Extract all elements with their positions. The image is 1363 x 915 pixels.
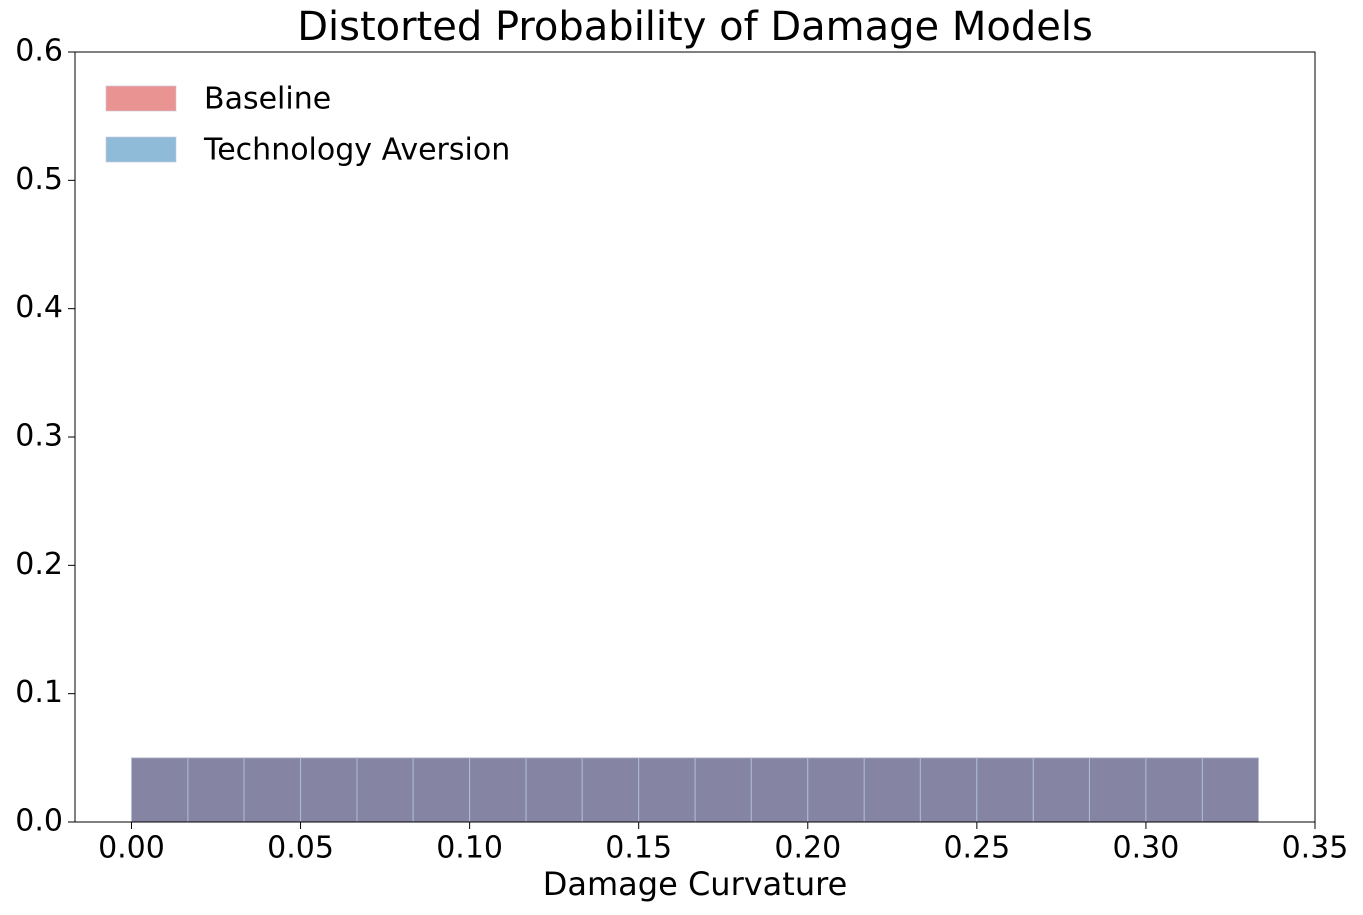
x-tick-label: 0.20 bbox=[774, 831, 841, 866]
bar bbox=[807, 757, 865, 823]
y-tick-label: 0.6 bbox=[15, 34, 63, 69]
bar bbox=[581, 757, 640, 823]
x-tick-label: 0.15 bbox=[605, 831, 672, 866]
y-tick-label: 0.4 bbox=[15, 290, 63, 325]
bar bbox=[1145, 757, 1203, 823]
chart-title: Distorted Probability of Damage Models bbox=[297, 4, 1093, 50]
legend-label: Baseline bbox=[204, 82, 331, 117]
bar bbox=[694, 757, 752, 823]
plot-frame bbox=[74, 51, 1316, 823]
bar bbox=[919, 757, 978, 823]
legend-label: Technology Aversion bbox=[203, 133, 510, 168]
y-tick-label: 0.1 bbox=[15, 675, 63, 710]
legend-swatch bbox=[105, 85, 177, 112]
bar bbox=[130, 757, 189, 823]
bar bbox=[1201, 757, 1260, 823]
y-tick-label: 0.3 bbox=[15, 419, 63, 454]
bar bbox=[1032, 757, 1090, 823]
bar bbox=[863, 757, 921, 823]
bar bbox=[525, 757, 583, 823]
y-tick-label: 0.5 bbox=[15, 162, 63, 197]
bar bbox=[300, 757, 358, 823]
y-tick-label: 0.0 bbox=[15, 804, 63, 839]
bar bbox=[412, 757, 471, 823]
x-tick-label: 0.35 bbox=[1282, 831, 1349, 866]
bar bbox=[750, 757, 809, 823]
bar bbox=[187, 757, 245, 823]
bar bbox=[638, 757, 696, 823]
bar bbox=[356, 757, 414, 823]
x-tick-label: 0.05 bbox=[267, 831, 334, 866]
bar bbox=[1088, 757, 1147, 823]
y-tick-label: 0.2 bbox=[15, 547, 63, 582]
x-axis-label: Damage Curvature bbox=[543, 865, 848, 903]
x-tick-label: 0.00 bbox=[98, 831, 165, 866]
legend-swatch bbox=[105, 136, 177, 163]
bar bbox=[243, 757, 302, 823]
x-tick-label: 0.30 bbox=[1113, 831, 1180, 866]
bar bbox=[976, 757, 1034, 823]
x-tick-label: 0.10 bbox=[436, 831, 503, 866]
bar bbox=[469, 757, 527, 823]
x-tick-label: 0.25 bbox=[943, 831, 1010, 866]
